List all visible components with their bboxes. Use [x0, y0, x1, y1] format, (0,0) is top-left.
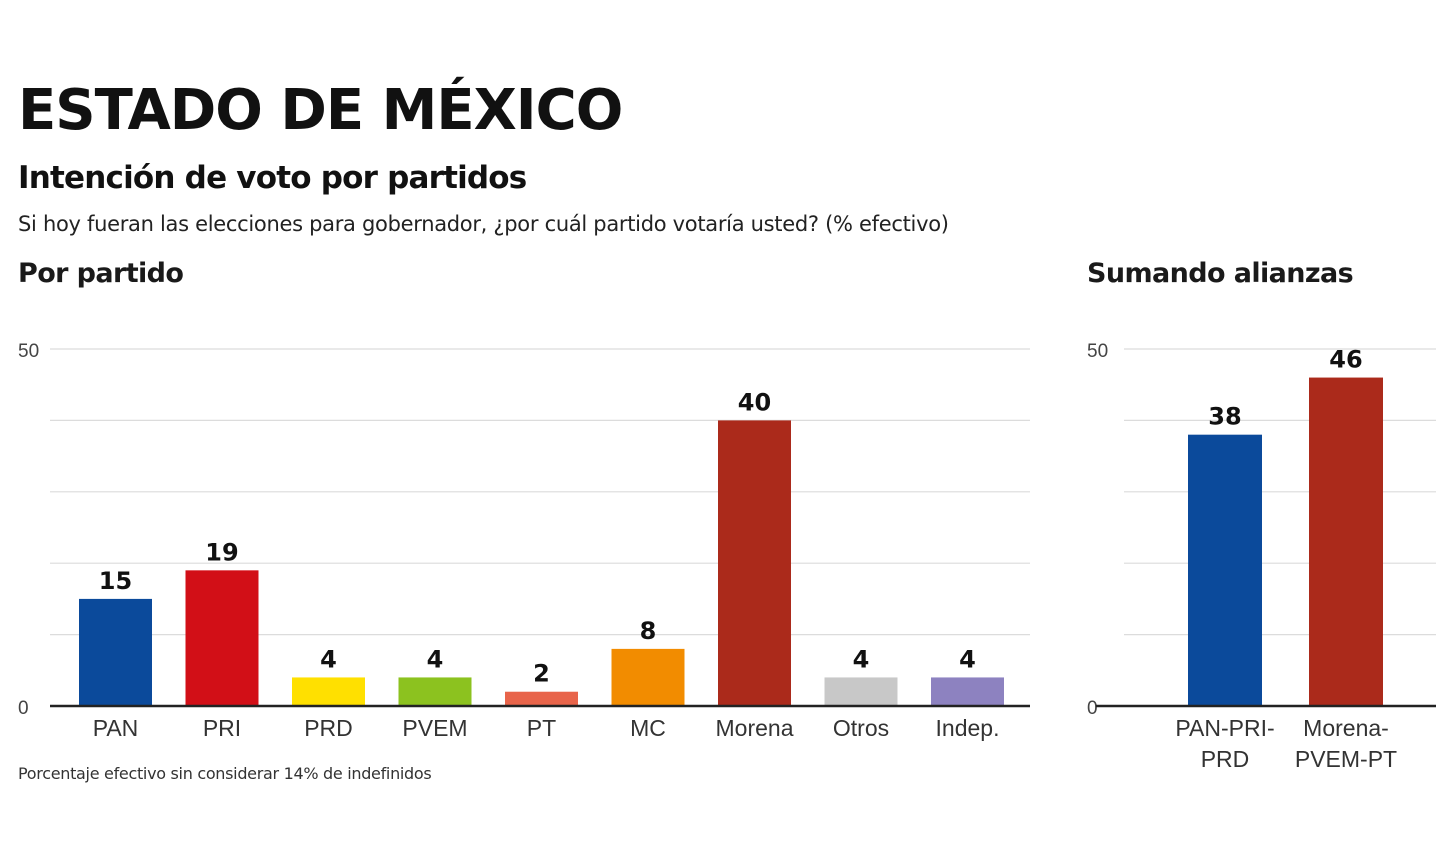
data-label: 4 [427, 645, 444, 673]
chart-title-by-party: Por partido [18, 258, 184, 289]
bar-pri [185, 570, 259, 706]
data-label: 38 [1208, 403, 1241, 431]
y-tick-label: 50 [18, 341, 39, 362]
x-tick-label: PRD [304, 715, 353, 741]
bar-prd [292, 677, 365, 706]
bar-morena [718, 420, 791, 706]
bar-panpriprd [1188, 434, 1262, 706]
footnote: Porcentaje efectivo sin considerar 14% d… [18, 764, 432, 783]
x-tick-label: PAN-PRI- [1175, 715, 1274, 741]
chart-title-alliances: Sumando alianzas [1087, 258, 1354, 289]
data-label: 4 [959, 645, 976, 673]
data-label: 2 [533, 660, 550, 688]
data-label: 4 [320, 645, 337, 673]
x-tick-label: PVEM [402, 715, 467, 741]
bar-otros [824, 677, 898, 706]
data-label: 40 [738, 388, 771, 416]
x-tick-label: Morena [716, 715, 794, 741]
bar-pvem [398, 677, 472, 706]
data-label: 46 [1329, 346, 1362, 374]
x-tick-label: PVEM-PT [1295, 746, 1397, 772]
y-tick-label: 0 [1087, 698, 1098, 719]
page-subtitle: Intención de voto por partidos [18, 160, 527, 196]
x-tick-label: Morena- [1303, 715, 1389, 741]
x-tick-label: PRD [1201, 746, 1250, 772]
bar-indep [931, 677, 1004, 706]
x-tick-label: PT [527, 715, 556, 741]
y-tick-label: 50 [1087, 341, 1108, 362]
x-tick-label: Indep. [936, 715, 1000, 741]
data-label: 8 [640, 617, 657, 645]
page-title: ESTADO DE MÉXICO [18, 78, 623, 143]
data-label: 15 [99, 567, 132, 595]
bar-pt [505, 691, 578, 706]
bar-morenapvempt [1309, 377, 1383, 706]
survey-question: Si hoy fueran las elecciones para gobern… [18, 212, 949, 236]
data-label: 4 [853, 645, 870, 673]
y-tick-label: 0 [18, 698, 29, 719]
data-label: 19 [205, 538, 238, 566]
x-tick-label: PAN [93, 715, 139, 741]
bar-pan [79, 598, 152, 706]
x-tick-label: MC [630, 715, 666, 741]
x-tick-label: PRI [203, 715, 241, 741]
bar-mc [611, 648, 685, 706]
x-tick-label: Otros [833, 715, 889, 741]
